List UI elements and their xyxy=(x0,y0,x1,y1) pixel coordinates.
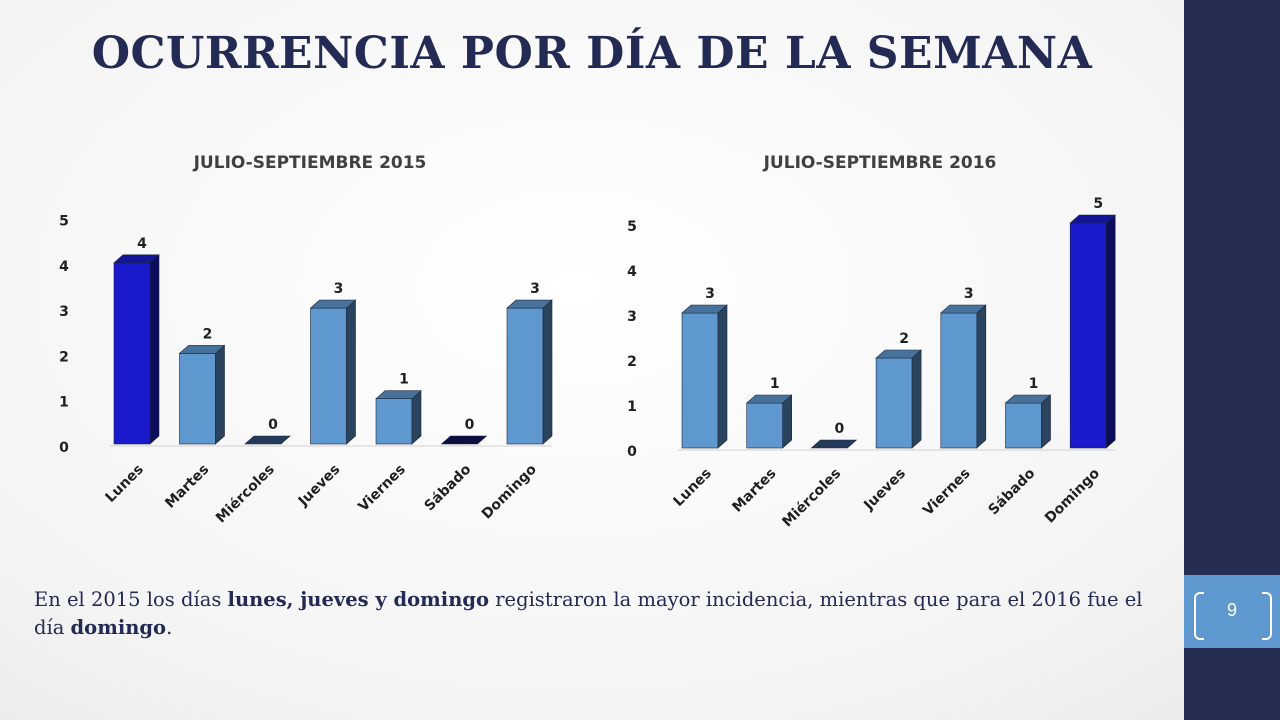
slide-title: OCURRENCIA POR DÍA DE LA SEMANA xyxy=(91,28,1093,79)
y-tick-label: 3 xyxy=(59,304,69,320)
y-tick-label: 5 xyxy=(627,219,637,235)
data-label: 3 xyxy=(705,286,715,302)
bar-top xyxy=(1004,394,1052,404)
bar xyxy=(113,254,160,445)
bar-top xyxy=(309,299,357,309)
data-label: 1 xyxy=(770,376,780,392)
data-label: 1 xyxy=(399,372,409,388)
data-label: 3 xyxy=(530,281,540,297)
bar-front xyxy=(875,357,913,449)
bar xyxy=(1004,394,1052,449)
data-label: 3 xyxy=(334,281,344,297)
category-label: Sábado xyxy=(986,465,1039,518)
data-label: 5 xyxy=(1093,196,1103,212)
page-bracket-right xyxy=(1262,592,1272,640)
category-label: Jueves xyxy=(860,466,909,515)
bar-front xyxy=(1005,402,1042,449)
data-label: 0 xyxy=(465,417,475,433)
bar-side xyxy=(911,349,922,449)
bar xyxy=(681,304,728,449)
bar xyxy=(244,435,291,445)
bar xyxy=(745,394,793,449)
bar-side xyxy=(1041,394,1051,449)
page-bracket-left xyxy=(1194,592,1204,640)
bar-top xyxy=(440,435,488,445)
bar-front xyxy=(1069,222,1107,449)
bar-top xyxy=(940,304,987,314)
bar-side xyxy=(782,394,793,449)
chart-title: JULIO-SEPTIEMBRE 2015 xyxy=(193,153,427,173)
bar xyxy=(810,439,858,449)
y-tick-label: 5 xyxy=(59,214,69,230)
bar-front xyxy=(310,307,347,445)
data-label: 1 xyxy=(1029,376,1039,392)
bar xyxy=(375,390,422,445)
bar xyxy=(178,344,226,445)
bar-top xyxy=(506,299,553,309)
bar-side xyxy=(717,304,728,449)
y-tick-label: 4 xyxy=(59,259,69,275)
bar xyxy=(440,435,488,445)
data-label: 0 xyxy=(268,417,278,433)
category-label: Lunes xyxy=(671,466,715,510)
bar xyxy=(506,299,553,445)
y-tick-label: 4 xyxy=(627,264,637,280)
bar xyxy=(940,304,987,449)
bar-top xyxy=(113,254,160,264)
caption-bold: lunes, jueves y domingo xyxy=(227,588,490,611)
caption-text: registraron la mayor incidencia, mientra… xyxy=(34,588,1143,639)
chart-2016: JULIO-SEPTIEMBRE 2016 0 1 2 3 4 5 3 Lunes 1 Marte… xyxy=(627,153,1116,531)
caption: En el 2015 los días lunes, jueves y domi… xyxy=(34,586,1164,642)
chart-title: JULIO-SEPTIEMBRE 2016 xyxy=(763,153,997,173)
bar-front xyxy=(681,312,719,449)
data-label: 3 xyxy=(964,286,974,302)
bar-top xyxy=(681,304,728,314)
bar-front xyxy=(506,307,544,445)
bar xyxy=(875,349,922,449)
caption-text: . xyxy=(166,616,173,639)
bar xyxy=(309,299,357,445)
category-label: Viernes xyxy=(920,466,973,519)
bar xyxy=(1069,214,1116,449)
category-label: Miércoles xyxy=(779,466,844,531)
data-label: 0 xyxy=(835,421,845,437)
bar-top xyxy=(810,439,858,449)
bar-top xyxy=(244,435,291,445)
bar-top xyxy=(1069,214,1116,224)
caption-bold: domingo xyxy=(70,616,167,639)
category-label: Domingo xyxy=(1042,465,1103,526)
y-tick-label: 3 xyxy=(627,309,637,325)
y-tick-label: 2 xyxy=(627,354,637,370)
y-tick-label: 1 xyxy=(59,395,69,411)
caption-text: En el 2015 los días xyxy=(34,588,228,611)
y-tick-label: 0 xyxy=(59,440,69,456)
data-label: 2 xyxy=(203,326,213,342)
bar-top xyxy=(875,349,922,359)
bar-front xyxy=(940,312,978,449)
page-number: 9 xyxy=(1226,600,1237,620)
data-label: 2 xyxy=(899,331,909,347)
bar-top xyxy=(745,394,793,404)
category-label: Martes xyxy=(729,466,779,516)
chart-2015: JULIO-SEPTIEMBRE 2015 0123454Lunes2Marte… xyxy=(59,153,553,526)
bar-side xyxy=(1105,214,1116,449)
bar-top xyxy=(178,345,226,354)
y-tick-label: 1 xyxy=(627,399,637,415)
y-tick-label: 0 xyxy=(627,444,637,460)
bar-side xyxy=(976,304,987,449)
bar-top xyxy=(375,390,422,400)
y-tick-label: 2 xyxy=(59,349,69,365)
bar-front xyxy=(746,402,784,449)
data-label: 4 xyxy=(137,236,147,252)
